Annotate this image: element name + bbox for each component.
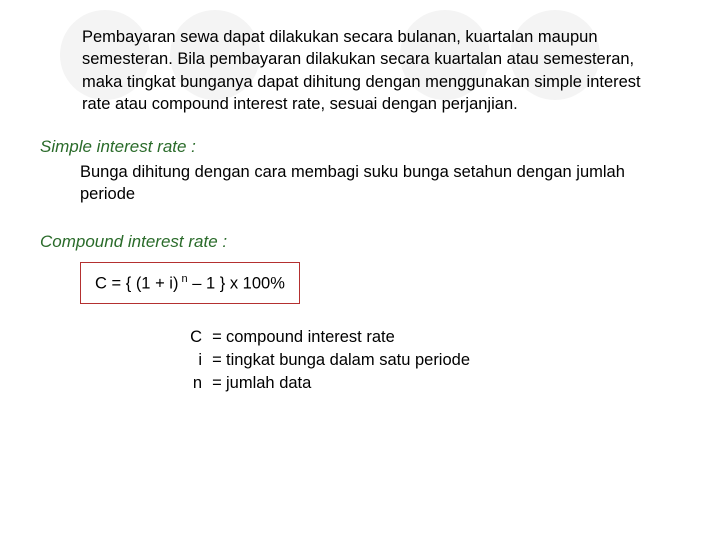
definitions: C = compound interest rate i = tingkat b…: [180, 326, 680, 395]
formula-lead: C = { (1 + i): [95, 274, 178, 292]
def-text: compound interest rate: [226, 326, 395, 349]
def-equals: =: [208, 326, 226, 349]
formula-box: C = { (1 + i) n – 1 } x 100%: [80, 262, 300, 305]
formula-exponent: n: [178, 273, 187, 285]
definition-row: n = jumlah data: [180, 372, 680, 395]
intro-paragraph: Pembayaran sewa dapat dilakukan secara b…: [82, 26, 642, 115]
definition-row: C = compound interest rate: [180, 326, 680, 349]
def-text: jumlah data: [226, 372, 311, 395]
slide-content: Pembayaran sewa dapat dilakukan secara b…: [0, 0, 720, 395]
simple-body: Bunga dihitung dengan cara membagi suku …: [80, 161, 640, 206]
def-symbol: n: [180, 372, 208, 395]
compound-heading: Compound interest rate :: [40, 232, 680, 252]
def-text: tingkat bunga dalam satu periode: [226, 349, 470, 372]
formula-tail: – 1 } x 100%: [188, 274, 285, 292]
definition-row: i = tingkat bunga dalam satu periode: [180, 349, 680, 372]
def-symbol: i: [180, 349, 208, 372]
def-symbol: C: [180, 326, 208, 349]
def-equals: =: [208, 372, 226, 395]
simple-heading: Simple interest rate :: [40, 137, 680, 157]
def-equals: =: [208, 349, 226, 372]
